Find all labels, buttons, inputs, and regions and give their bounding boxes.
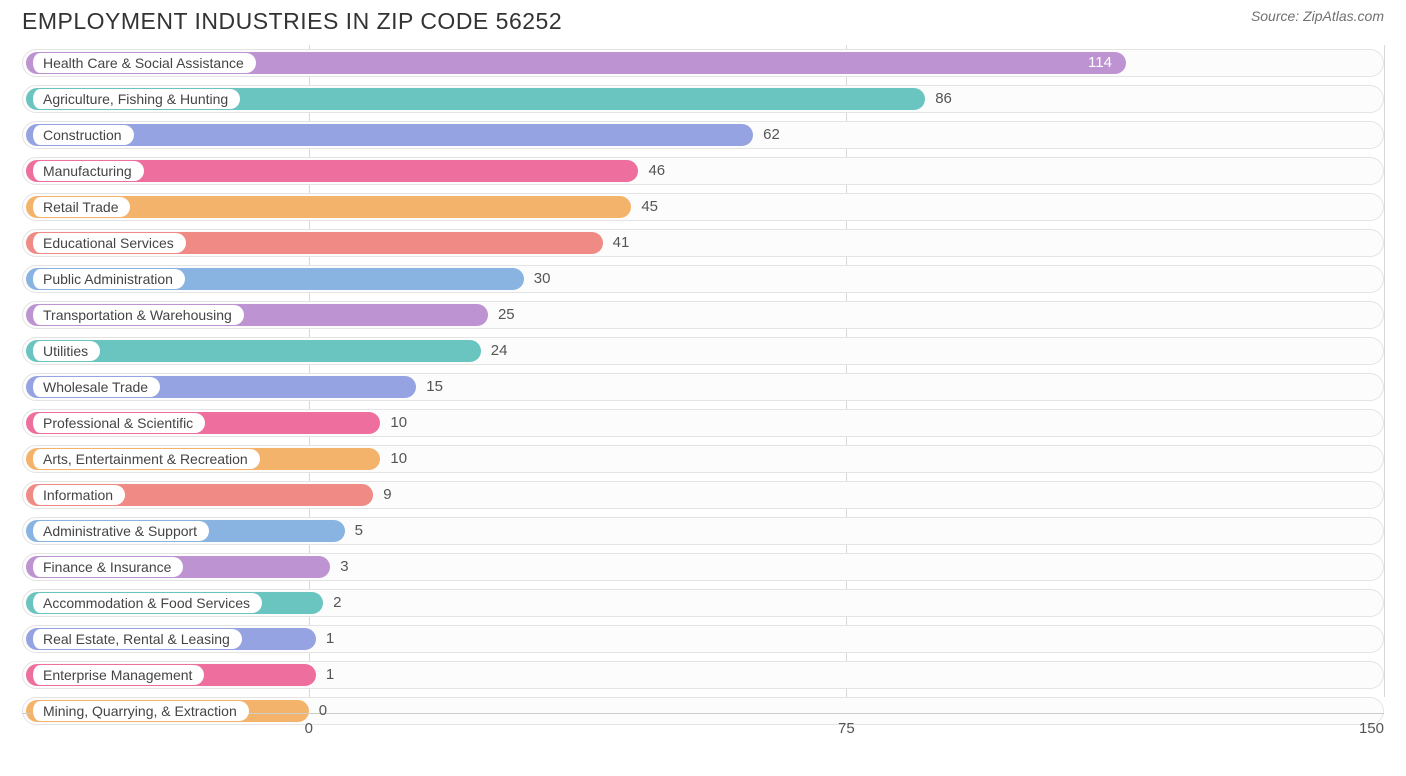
bar-label: Construction	[30, 125, 134, 145]
bar-value: 2	[333, 594, 341, 611]
bar-row: Transportation & Warehousing 25	[22, 297, 1384, 333]
x-tick-label: 75	[838, 720, 855, 737]
bars-container: Health Care & Social Assistance 114 Agricu…	[22, 45, 1384, 729]
bar-value: 9	[383, 486, 391, 503]
bar-value: 0	[319, 702, 327, 719]
bar-label: Administrative & Support	[30, 521, 209, 541]
bar-label: Educational Services	[30, 233, 186, 253]
chart-area: Health Care & Social Assistance 114 Agricu…	[22, 45, 1384, 745]
bar-label: Utilities	[30, 341, 100, 361]
bar-row: Accommodation & Food Services 2	[22, 585, 1384, 621]
bar-label: Information	[30, 485, 125, 505]
chart-source: Source: ZipAtlas.com	[1251, 8, 1384, 24]
bar-row: Agriculture, Fishing & Hunting 86	[22, 81, 1384, 117]
bar-label: Agriculture, Fishing & Hunting	[30, 89, 240, 109]
bar-row: Professional & Scientific 10	[22, 405, 1384, 441]
bar-label: Professional & Scientific	[30, 413, 205, 433]
bar-value: 3	[340, 558, 348, 575]
bar-label: Retail Trade	[30, 197, 130, 217]
bar-row: Retail Trade 45	[22, 189, 1384, 225]
bar-value: 46	[648, 162, 665, 179]
bar-label: Health Care & Social Assistance	[30, 53, 256, 73]
bar-row: Health Care & Social Assistance 114	[22, 45, 1384, 81]
bar-row: Educational Services 41	[22, 225, 1384, 261]
bar-label: Accommodation & Food Services	[30, 593, 262, 613]
bar-row: Manufacturing 46	[22, 153, 1384, 189]
bar-value: 114	[1088, 54, 1112, 71]
bar-row: Finance & Insurance 3	[22, 549, 1384, 585]
gridline	[1384, 45, 1385, 697]
x-tick-label: 0	[305, 720, 313, 737]
bar-label: Arts, Entertainment & Recreation	[30, 449, 260, 469]
bar-row: Enterprise Management 1	[22, 657, 1384, 693]
bar-label: Wholesale Trade	[30, 377, 160, 397]
chart-header: EMPLOYMENT INDUSTRIES IN ZIP CODE 56252 …	[0, 0, 1406, 39]
bar-value: 1	[326, 666, 334, 683]
bar-row: Information 9	[22, 477, 1384, 513]
bar-value: 41	[613, 234, 630, 251]
bar-label: Mining, Quarrying, & Extraction	[30, 701, 249, 721]
bar-value: 25	[498, 306, 515, 323]
bar-row: Utilities 24	[22, 333, 1384, 369]
bar-fill	[26, 124, 753, 146]
bar-row: Construction 62	[22, 117, 1384, 153]
bar-label: Transportation & Warehousing	[30, 305, 244, 325]
bar-value: 15	[426, 378, 443, 395]
bar-value: 5	[355, 522, 363, 539]
bar-value: 30	[534, 270, 551, 287]
bar-row: Public Administration 30	[22, 261, 1384, 297]
bar-value: 86	[935, 90, 952, 107]
bar-row: Wholesale Trade 15	[22, 369, 1384, 405]
bar-row: Real Estate, Rental & Leasing 1	[22, 621, 1384, 657]
bar-value: 10	[390, 414, 407, 431]
bar-label: Enterprise Management	[30, 665, 204, 685]
bar-value: 45	[641, 198, 658, 215]
bar-label: Real Estate, Rental & Leasing	[30, 629, 242, 649]
bar-value: 62	[763, 126, 780, 143]
bar-label: Finance & Insurance	[30, 557, 183, 577]
bar-label: Public Administration	[30, 269, 185, 289]
bar-row: Arts, Entertainment & Recreation 10	[22, 441, 1384, 477]
bar-value: 24	[491, 342, 508, 359]
bar-row: Administrative & Support 5	[22, 513, 1384, 549]
chart-title: EMPLOYMENT INDUSTRIES IN ZIP CODE 56252	[22, 8, 562, 35]
x-tick-label: 150	[1359, 720, 1384, 737]
bar-value: 10	[390, 450, 407, 467]
bar-label: Manufacturing	[30, 161, 144, 181]
bar-value: 1	[326, 630, 334, 647]
